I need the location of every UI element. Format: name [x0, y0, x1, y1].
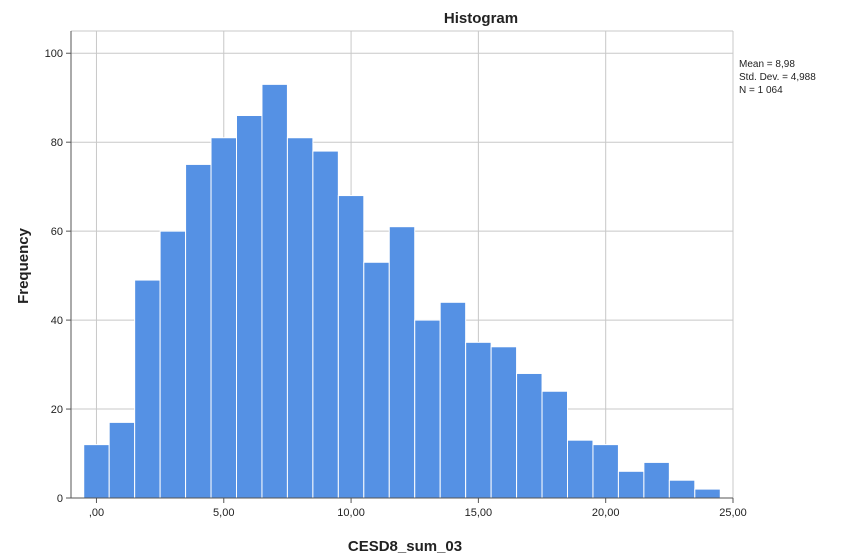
histogram-bar — [185, 163, 212, 499]
histogram-bar — [592, 444, 619, 499]
stats-std-dev: Std. Dev. = 4,988 — [739, 72, 816, 83]
y-axis-label: Frequency — [15, 227, 32, 304]
histogram-bar — [541, 390, 568, 499]
y-tick-label: 0 — [57, 493, 63, 505]
chart-title: Histogram — [444, 10, 518, 27]
histogram-bar — [108, 421, 136, 499]
histogram-bar — [439, 301, 467, 499]
x-tick-label: ,00 — [89, 507, 104, 519]
histogram-bar — [261, 83, 288, 499]
histogram-bar — [567, 439, 594, 499]
x-tick-label: 10,00 — [337, 507, 365, 519]
stats-n: N = 1 064 — [739, 85, 783, 96]
histogram-bar — [159, 230, 187, 499]
y-tick-label: 60 — [51, 226, 63, 238]
histogram-bar — [363, 261, 390, 499]
x-tick-label: 5,00 — [213, 507, 234, 519]
stats-mean: Mean = 8,98 — [739, 59, 795, 70]
stats-box: Mean = 8,98 Std. Dev. = 4,988 N = 1 064 — [739, 59, 816, 96]
y-tick-label: 100 — [45, 48, 63, 60]
x-tick-label: 25,00 — [719, 507, 747, 519]
y-tick-label: 20 — [51, 404, 63, 416]
x-tick-label: 20,00 — [592, 507, 620, 519]
histogram-bar — [388, 226, 416, 499]
histogram-bar — [210, 137, 238, 499]
histogram-bar — [490, 346, 518, 499]
x-axis-label: CESD8_sum_03 — [348, 538, 462, 555]
bars — [83, 83, 721, 499]
x-tick-labels: ,00 5,00 10,00 15,00 20,00 25,00 — [89, 507, 747, 519]
histogram-bar — [465, 341, 492, 499]
y-tick-label: 40 — [51, 315, 63, 327]
axes — [66, 31, 734, 503]
histogram-bar — [668, 479, 696, 499]
y-tick-label: 80 — [51, 137, 63, 149]
histogram-bar — [617, 470, 645, 499]
histogram-bar — [236, 115, 263, 499]
histogram-bar — [414, 319, 441, 499]
histogram-bar — [312, 150, 339, 499]
histogram-bar — [643, 461, 670, 499]
histogram-bar — [337, 195, 365, 499]
histogram-bar — [694, 488, 721, 499]
y-tick-labels: 0 20 40 60 80 100 — [45, 48, 63, 505]
x-tick-label: 15,00 — [465, 507, 493, 519]
histogram-bar — [286, 137, 314, 499]
histogram-bar — [83, 444, 110, 499]
histogram-bar — [134, 279, 161, 499]
histogram-bar — [516, 372, 543, 499]
